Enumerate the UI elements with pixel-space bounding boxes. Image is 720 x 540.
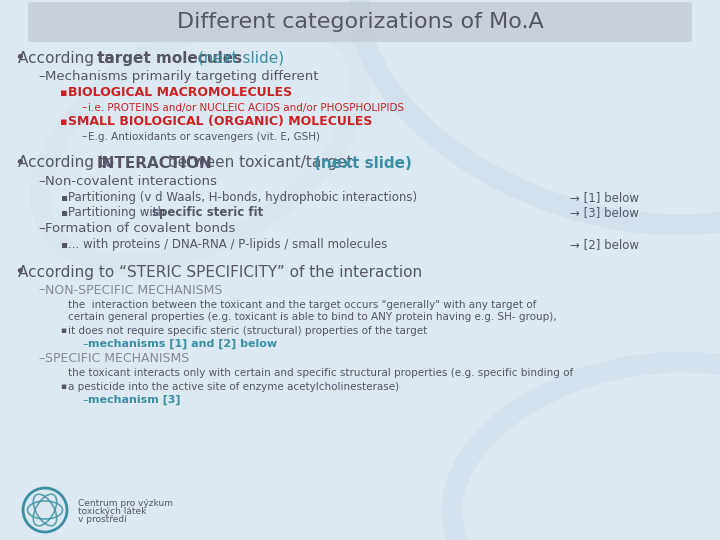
FancyBboxPatch shape: [28, 2, 692, 42]
Text: ... with proteins / DNA-RNA / P-lipids / small molecules: ... with proteins / DNA-RNA / P-lipids /…: [68, 238, 387, 251]
Text: SPECIFIC MECHANISMS: SPECIFIC MECHANISMS: [45, 353, 189, 366]
Text: NON-SPECIFIC MECHANISMS: NON-SPECIFIC MECHANISMS: [45, 284, 222, 296]
Text: •: •: [14, 49, 24, 67]
Text: ▪: ▪: [60, 207, 67, 218]
Text: According to: According to: [18, 156, 119, 171]
Text: ▪: ▪: [60, 240, 67, 249]
Text: –: –: [82, 339, 88, 349]
Text: → [2] below: → [2] below: [570, 238, 639, 251]
Text: specific steric fit: specific steric fit: [152, 206, 264, 219]
Text: (next slide): (next slide): [194, 51, 284, 65]
Text: –: –: [38, 222, 45, 235]
Text: the  interaction between the toxicant and the target occurs "generally" with any: the interaction between the toxicant and…: [68, 300, 536, 309]
Text: INTERACTION: INTERACTION: [96, 156, 212, 171]
Text: target molecules: target molecules: [96, 51, 242, 65]
Circle shape: [23, 488, 67, 532]
Text: –: –: [38, 353, 44, 366]
Text: ▪: ▪: [60, 326, 66, 335]
Text: –: –: [38, 284, 44, 296]
Text: ▪: ▪: [60, 192, 67, 202]
Text: •: •: [14, 263, 24, 281]
Text: E.g. Antioxidants or scavengers (vit. E, GSH): E.g. Antioxidants or scavengers (vit. E,…: [88, 132, 320, 141]
Text: –: –: [82, 132, 87, 141]
Text: i.e. PROTEINS and/or NUCLEIC ACIDS and/or PHOSPHOLIPIDS: i.e. PROTEINS and/or NUCLEIC ACIDS and/o…: [88, 103, 404, 112]
Text: the toxicant interacts only with certain and specific structural properties (e.g: the toxicant interacts only with certain…: [68, 368, 573, 379]
Text: –: –: [82, 103, 87, 112]
Text: mechanisms [1] and [2] below: mechanisms [1] and [2] below: [88, 339, 277, 349]
Text: Partitioning (v d Waals, H-bonds, hydrophobic interactions): Partitioning (v d Waals, H-bonds, hydrop…: [68, 191, 417, 204]
Text: Centrum pro výzkum: Centrum pro výzkum: [78, 500, 173, 509]
Text: ▪: ▪: [60, 117, 68, 127]
Text: –: –: [38, 175, 45, 188]
Text: a pesticide into the active site of enzyme acetylcholinesterase): a pesticide into the active site of enzy…: [68, 381, 399, 391]
Text: toxických látek: toxických látek: [78, 508, 146, 516]
Text: SMALL BIOLOGICAL (ORGANIC) MOLECULES: SMALL BIOLOGICAL (ORGANIC) MOLECULES: [68, 116, 372, 129]
Text: Partitioning with: Partitioning with: [68, 206, 168, 219]
Text: certain general properties (e.g. toxicant is able to bind to ANY protein having : certain general properties (e.g. toxican…: [68, 313, 557, 322]
Text: (next slide): (next slide): [315, 156, 413, 171]
Text: –: –: [38, 70, 45, 83]
Text: Non-covalent interactions: Non-covalent interactions: [45, 175, 217, 188]
Text: Different categorizations of Mo.A: Different categorizations of Mo.A: [176, 12, 544, 32]
Text: v prostředí: v prostředí: [78, 516, 127, 524]
Text: BIOLOGICAL MACROMOLECULES: BIOLOGICAL MACROMOLECULES: [68, 86, 292, 99]
Text: between toxicant/target: between toxicant/target: [163, 156, 358, 171]
Text: Mechanisms primarily targeting different: Mechanisms primarily targeting different: [45, 70, 318, 83]
Text: ▪: ▪: [60, 88, 68, 98]
Text: –: –: [82, 395, 88, 405]
Text: Formation of covalent bonds: Formation of covalent bonds: [45, 222, 235, 235]
Text: ▪: ▪: [60, 382, 66, 391]
Text: → [1] below: → [1] below: [570, 191, 639, 204]
Text: → [3] below: → [3] below: [570, 206, 639, 219]
Text: mechanism [3]: mechanism [3]: [88, 395, 181, 405]
Text: According to “STERIC SPECIFICITY” of the interaction: According to “STERIC SPECIFICITY” of the…: [18, 265, 422, 280]
Text: According to: According to: [18, 51, 119, 65]
Text: it does not require specific steric (structural) properties of the target: it does not require specific steric (str…: [68, 326, 427, 335]
Text: •: •: [14, 154, 24, 172]
